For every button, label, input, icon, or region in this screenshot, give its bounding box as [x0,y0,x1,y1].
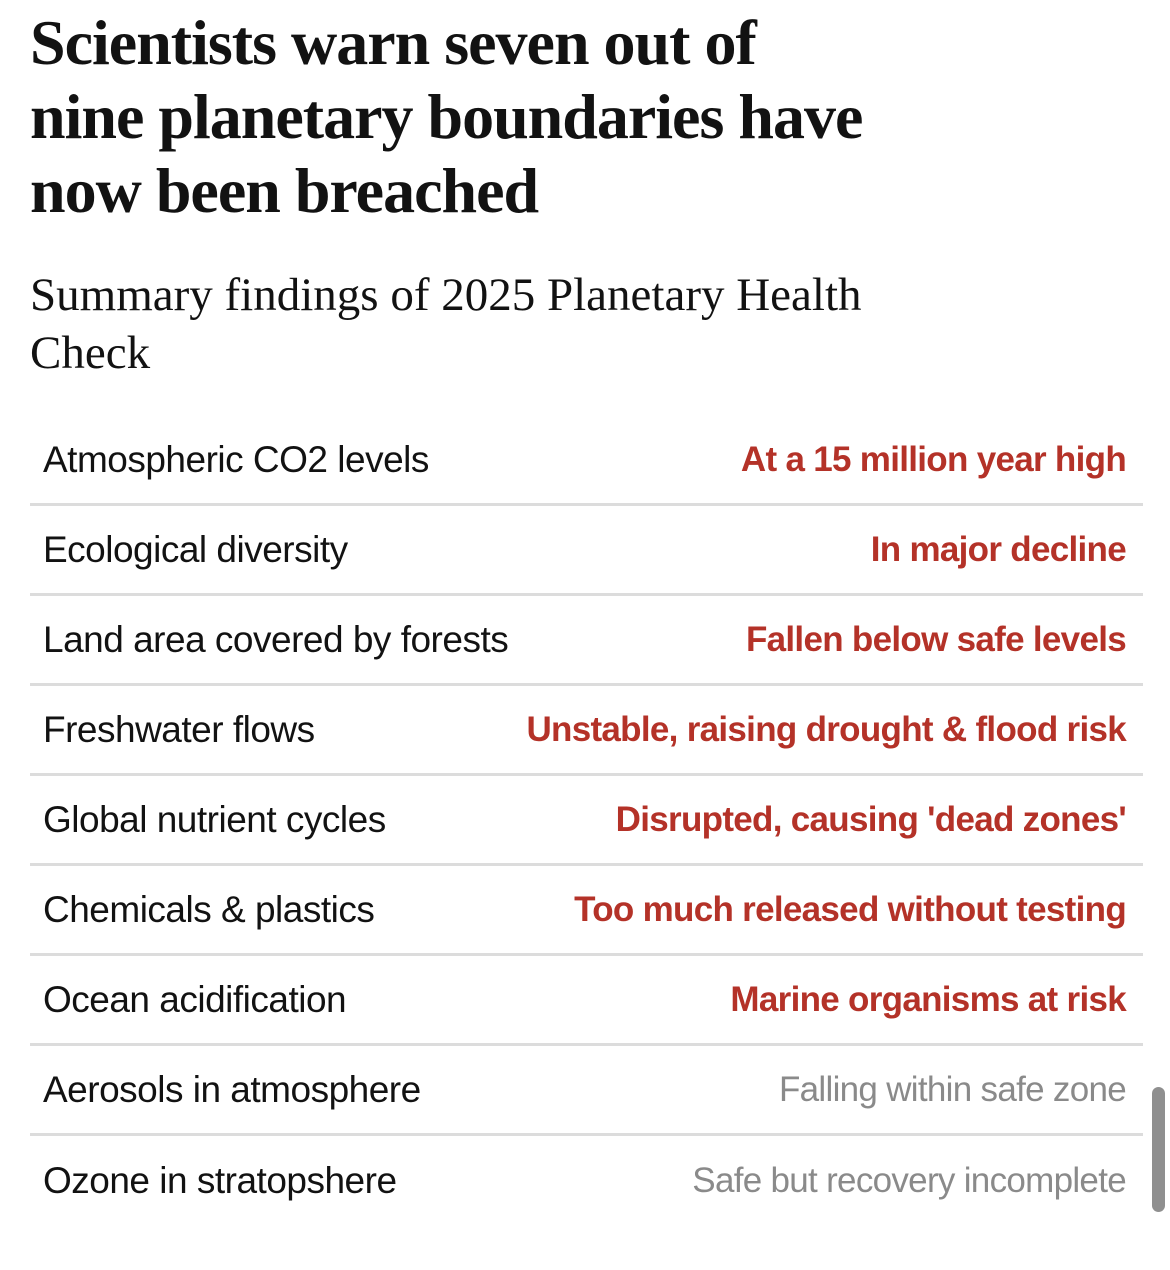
boundary-label: Global nutrient cycles [43,798,386,840]
subtitle-line-2: Check [30,327,151,379]
status-value: Safe but recovery incomplete [692,1161,1126,1200]
status-value: Fallen below safe levels [745,619,1127,659]
table-row: Chemicals & plastics Too much released w… [30,866,1143,956]
headline: Scientists warn seven out of nine planet… [30,6,1143,228]
status-value: Falling within safe zone [778,1069,1127,1109]
table-row: Aerosols in atmosphere Falling within sa… [30,1046,1143,1136]
boundary-label: Atmospheric CO2 levels [43,438,429,480]
table-row: Ecological diversity In major decline [30,506,1143,596]
subtitle-line-1: Summary findings of 2025 Planetary Healt… [30,269,862,321]
table-row: Ozone in stratopshere Safe but recovery … [30,1136,1143,1226]
boundary-label: Freshwater flows [43,708,315,750]
headline-line-2: nine planetary boundaries have [30,81,863,152]
boundary-label: Land area covered by forests [43,618,509,660]
boundary-label: Chemicals & plastics [43,888,375,930]
table-row: Atmospheric CO2 levels At a 15 million y… [30,416,1143,506]
scrollbar-thumb[interactable] [1152,1087,1165,1212]
headline-line-3: now been breached [30,155,539,226]
status-value: At a 15 million year high [740,439,1127,479]
table-row: Freshwater flows Unstable, raising droug… [30,686,1143,776]
table-row: Land area covered by forests Fallen belo… [30,596,1143,686]
boundary-label: Ecological diversity [43,528,348,570]
status-value: Disrupted, causing 'dead zones' [615,799,1127,839]
headline-line-1: Scientists warn seven out of [30,7,757,78]
boundary-label: Ozone in stratopshere [43,1160,397,1201]
table-row: Global nutrient cycles Disrupted, causin… [30,776,1143,866]
subtitle: Summary findings of 2025 Planetary Healt… [30,266,1143,382]
table-row: Ocean acidification Marine organisms at … [30,956,1143,1046]
status-value: Marine organisms at risk [730,979,1126,1019]
status-table: Atmospheric CO2 levels At a 15 million y… [30,416,1143,1226]
status-value: Too much released without testing [574,889,1127,929]
boundary-label: Aerosols in atmosphere [43,1068,421,1110]
status-value: In major decline [870,529,1127,569]
article-graphic: Scientists warn seven out of nine planet… [30,6,1143,1226]
boundary-label: Ocean acidification [43,978,347,1020]
status-value: Unstable, raising drought & flood risk [526,709,1126,749]
